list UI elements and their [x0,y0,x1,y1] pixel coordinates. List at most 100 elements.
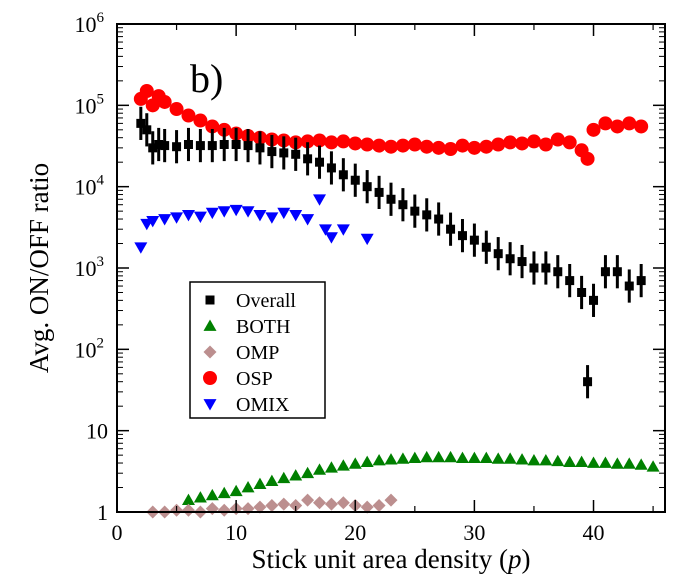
both-point [420,450,434,463]
osp-point [169,102,184,117]
both-point [479,451,493,463]
legend-marker-both [203,319,217,331]
omp-point [265,499,279,513]
both-point [515,453,529,465]
both-point [313,463,327,475]
omp-point [384,493,398,507]
omix-point [265,212,279,224]
osp-point [610,119,625,134]
osp-point [634,119,649,134]
osp-point [431,140,446,155]
both-point [587,456,601,468]
both-point [265,474,279,486]
y-tick-label: 10 [86,419,108,444]
both-point [634,458,648,470]
legend-label-overall: Overall [236,290,296,312]
overall-point [636,276,646,286]
both-point [289,469,303,481]
omix-point [253,209,267,222]
omix-point [158,214,172,226]
y-tick-label: 106 [75,10,105,37]
overall-point [291,149,301,159]
both-point [396,452,410,464]
overall-point [374,187,384,197]
osp-point [515,136,530,151]
osp-point [550,132,565,147]
omp-point [301,493,315,507]
osp-point [384,139,398,154]
omp-point [253,500,267,514]
osp-point [181,108,196,123]
legend-label-omix: OMIX [236,394,290,416]
overall-point [172,142,182,152]
overall-point [386,194,396,204]
omix-point [301,214,315,226]
overall-point [469,235,479,245]
osp-point [562,135,577,150]
overall-point [612,267,622,277]
legend: Overall BOTH OMP OSP OMIX [189,281,326,419]
omix-point [205,207,219,220]
x-tick-label: 10 [225,520,247,545]
osp-point [193,113,208,128]
osp-point [360,137,375,152]
omix-point [134,242,148,254]
both-point [348,457,362,469]
osp-point [598,116,613,131]
omp-point [205,502,219,516]
both-point [598,456,612,468]
overall-point [600,267,610,277]
both-point [181,493,195,505]
omp-point [336,496,350,510]
legend-marker-omp [203,345,217,359]
osp-point [491,137,506,152]
osp-point [455,138,470,153]
overall-point [219,139,229,149]
omix-point [241,206,255,218]
overall-point [279,148,289,158]
overall-point [243,141,253,151]
legend-label-both: BOTH [236,316,290,338]
both-point [205,488,219,501]
x-tick-label: 0 [112,520,123,545]
overall-point [303,154,313,164]
omix-point [336,224,350,236]
osp-series [133,84,649,166]
plot-marks [133,84,660,519]
omix-point [277,207,291,220]
overall-point [183,139,193,149]
both-point [646,460,660,472]
osp-point [205,119,220,134]
overall-point [160,141,170,151]
omix-series [134,194,374,254]
osp-point [336,134,351,149]
both-point [408,451,422,463]
both-point [229,484,243,497]
osp-point [586,122,601,137]
both-point [193,491,207,503]
legend-marker-overall [205,295,215,305]
both-point [503,452,517,464]
overall-point [410,206,420,216]
overall-point [481,242,491,252]
omix-point [170,212,184,224]
osp-point [157,94,172,109]
both-point [241,481,255,493]
overall-point [136,118,146,128]
omp-point [324,497,338,511]
overall-point [267,147,277,157]
y-axis-label: Avg. ON/OFF ratio [24,163,54,373]
overall-point [457,231,467,241]
overall-point [398,200,408,210]
both-point [491,452,505,464]
omix-point [181,209,195,222]
both-point [539,453,553,466]
omix-point [217,206,231,218]
omp-point [313,496,327,510]
x-tick-label: 30 [463,520,485,545]
legend-marker-osp [203,371,217,385]
overall-point [446,224,456,234]
omp-point [277,497,291,511]
both-point [360,455,374,468]
omp-point [372,499,386,513]
